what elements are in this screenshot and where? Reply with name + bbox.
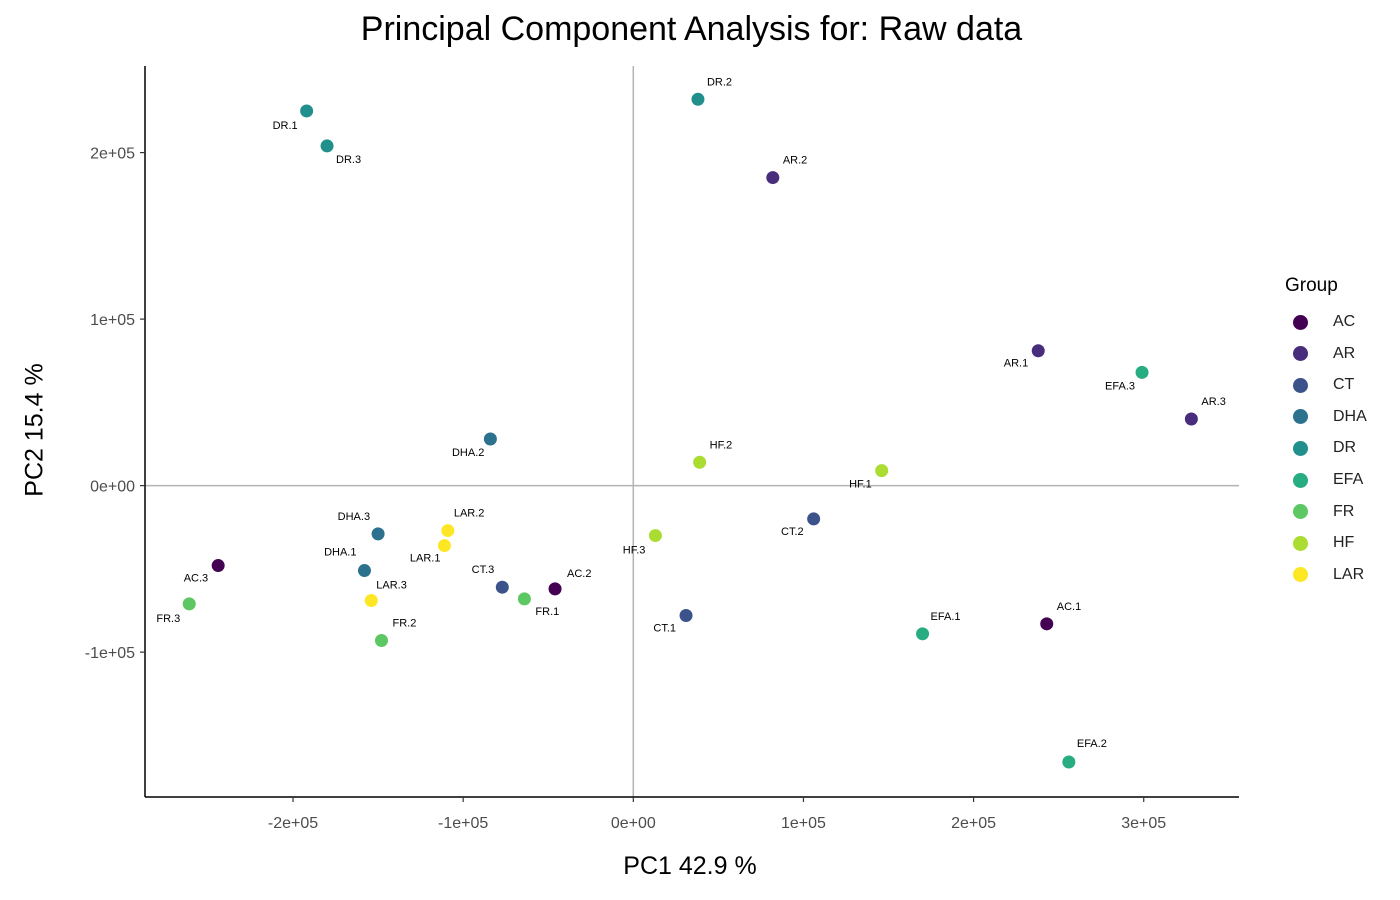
legend-label: LAR — [1333, 565, 1365, 583]
point-label: DR.1 — [273, 120, 298, 132]
legend-label: DR — [1333, 439, 1357, 457]
data-point — [495, 580, 509, 594]
point-label: AC.1 — [1057, 601, 1081, 613]
point-label: FR.1 — [535, 606, 559, 618]
point-label: DHA.3 — [338, 511, 370, 523]
legend-swatch — [1293, 504, 1308, 520]
data-point — [182, 597, 196, 611]
point-label: AC.3 — [184, 573, 208, 585]
point-label: EFA.1 — [931, 611, 961, 623]
x-axis-label: PC1 42.9 % — [623, 852, 757, 880]
legend-label: FR — [1333, 502, 1355, 520]
legend-item: DR — [1293, 438, 1356, 458]
legend-label: EFA — [1333, 471, 1364, 488]
data-point — [1040, 617, 1054, 631]
legend-label: AC — [1333, 313, 1356, 330]
y-tick-label: 1e+05 — [90, 312, 135, 329]
legend-item: FR — [1293, 502, 1354, 522]
legend-title: Group — [1285, 275, 1338, 296]
data-point — [807, 512, 821, 526]
data-point — [1135, 365, 1149, 379]
data-point — [766, 171, 780, 185]
data-point — [548, 582, 562, 596]
y-tick-label: 2e+05 — [90, 146, 135, 163]
legend-label: DHA — [1333, 407, 1367, 425]
data-point — [320, 139, 334, 153]
x-tick-label: 0e+00 — [611, 815, 656, 832]
legend-swatch — [1293, 314, 1308, 330]
point-label: CT.3 — [472, 564, 495, 576]
data-point — [916, 627, 930, 641]
data-point — [364, 594, 378, 608]
legend-item: EFA — [1293, 470, 1363, 490]
point-label: AR.2 — [783, 155, 807, 167]
legend-label: CT — [1333, 376, 1355, 394]
y-axis-label: PC2 15.4 % — [20, 363, 49, 497]
data-point — [1062, 755, 1076, 769]
point-label: EFA.3 — [1105, 380, 1135, 392]
data-point — [1184, 412, 1198, 426]
point-label: HF.3 — [623, 545, 646, 557]
data-point — [875, 464, 889, 478]
x-tick-label: 3e+05 — [1121, 815, 1166, 832]
legend-item: AR — [1293, 344, 1355, 364]
legend-swatch — [1293, 472, 1308, 488]
y-tick-label: -1e+05 — [85, 645, 135, 662]
point-label: AR.1 — [1004, 358, 1028, 370]
point-label: DR.2 — [707, 76, 732, 88]
point-label: DR.3 — [336, 154, 361, 166]
x-tick-label: 2e+05 — [951, 815, 996, 832]
point-label: LAR.2 — [454, 508, 485, 520]
legend-label: HF — [1333, 534, 1355, 552]
x-tick-label: -1e+05 — [438, 815, 488, 832]
data-point — [1031, 344, 1045, 358]
legend-item: DHA — [1293, 407, 1367, 427]
legend-item: AC — [1293, 312, 1355, 332]
legend-item: CT — [1293, 375, 1354, 395]
data-point — [441, 524, 455, 538]
data-point — [357, 564, 371, 578]
x-tick-label: 1e+05 — [781, 815, 826, 832]
legend-swatch — [1293, 409, 1308, 425]
point-label: FR.2 — [392, 617, 416, 629]
point-label: DHA.1 — [324, 547, 356, 559]
point-label: LAR.3 — [376, 580, 407, 592]
data-point — [437, 539, 451, 553]
data-point — [691, 92, 705, 106]
data-point — [483, 432, 497, 446]
point-label: AR.3 — [1201, 396, 1225, 408]
legend-swatch — [1293, 567, 1308, 583]
legend-swatch — [1293, 440, 1308, 456]
data-point — [679, 608, 693, 622]
point-label: EFA.2 — [1077, 738, 1107, 750]
point-label: LAR.1 — [410, 553, 441, 565]
legend-item: LAR — [1293, 565, 1364, 585]
data-point — [371, 527, 385, 541]
legend-swatch — [1293, 377, 1308, 393]
legend-label: AR — [1333, 344, 1356, 362]
x-tick-label: -2e+05 — [268, 815, 318, 832]
point-label: CT.2 — [781, 526, 804, 538]
point-label: HF.1 — [849, 479, 872, 491]
legend-swatch — [1293, 535, 1308, 551]
data-point — [374, 633, 388, 647]
legend-item: HF — [1293, 533, 1354, 553]
point-label: AC.2 — [567, 568, 591, 580]
data-point — [517, 592, 531, 606]
data-point — [211, 559, 225, 573]
point-label: HF.2 — [710, 439, 733, 451]
point-label: DHA.2 — [452, 447, 484, 459]
point-label: CT.1 — [653, 622, 676, 634]
data-point — [300, 104, 314, 118]
y-tick-label: 0e+00 — [90, 479, 135, 496]
data-point — [693, 455, 707, 469]
chart-title: Principal Component Analysis for: Raw da… — [360, 10, 1023, 48]
legend-swatch — [1293, 346, 1308, 362]
point-label: FR.3 — [156, 613, 180, 625]
data-point — [648, 529, 662, 543]
